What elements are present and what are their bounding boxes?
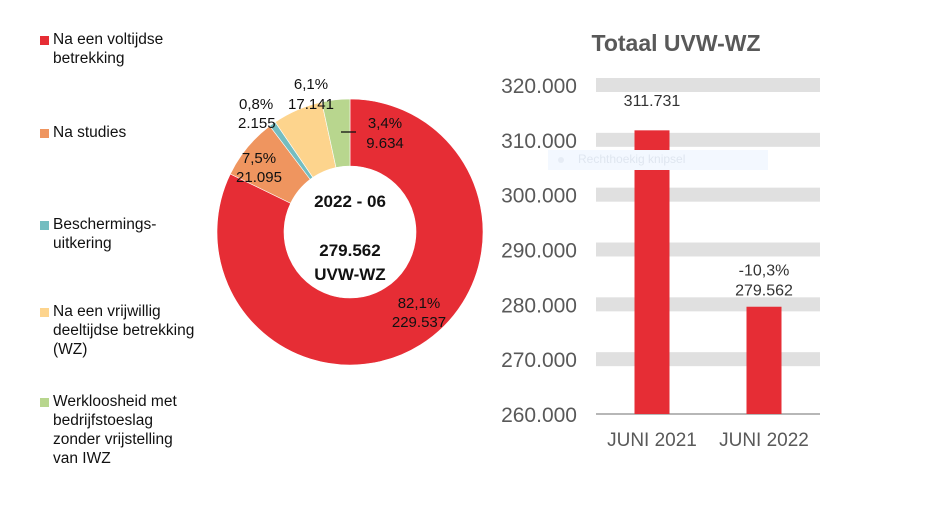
slice-percent-label: 82,1% — [398, 295, 441, 312]
legend-label-line: uitkering — [53, 235, 112, 252]
gridline — [596, 78, 820, 92]
legend-label-line: Na studies — [53, 124, 127, 141]
bar-chart-title: Totaal UVW-WZ — [591, 30, 761, 56]
slice-percent-label: 3,4% — [368, 115, 402, 132]
slice-value-label: 21.095 — [236, 169, 282, 186]
snipping-overlay: Rechthoekig knipsel — [548, 150, 768, 170]
y-tick-label: 320.000 — [501, 75, 577, 98]
gridline — [596, 132, 820, 147]
legend-label: Na een vrijwillig deeltijdse betrekking (W… — [53, 302, 194, 359]
y-tick-label: 270.000 — [501, 349, 577, 372]
slice-value-label: 2.155 — [238, 115, 276, 132]
y-tick-label: 300.000 — [501, 185, 577, 208]
x-tick-label: JUNI 2021 — [607, 430, 697, 451]
bar-value-label: 311.731 — [624, 93, 681, 110]
gridline — [596, 352, 820, 367]
dot-icon — [558, 157, 564, 163]
donut-center-unit: UVW-WZ — [314, 265, 385, 284]
bar-value-label: 279.562 — [735, 283, 793, 300]
y-tick-label: 280.000 — [501, 294, 577, 317]
legend-label: Na een voltijdse betrekking — [53, 30, 163, 68]
legend-label-line: Beschermings- — [53, 216, 157, 233]
legend-swatch — [40, 129, 49, 138]
slice-value-label: 17.141 — [288, 96, 334, 113]
legend-label-line: betrekking — [53, 50, 125, 67]
slice-percent-label: 7,5% — [242, 150, 276, 167]
legend-label: Beschermings-uitkering — [53, 215, 156, 253]
legend-label-line: van IWZ — [53, 450, 111, 467]
legend-label-line: zonder vrijstelling — [53, 431, 173, 448]
slice-value-label: 9.634 — [366, 135, 404, 152]
bar-change-label: -10,3% — [739, 263, 790, 280]
legend-label: Na studies — [53, 123, 126, 142]
legend-label-line: bedrijfstoeslag — [53, 412, 153, 429]
legend-label-line: Werkloosheid met — [53, 393, 177, 410]
donut-center-title: 2022 - 06 — [314, 192, 386, 211]
x-tick-label: JUNI 2022 — [719, 430, 809, 451]
y-tick-label: 290.000 — [501, 240, 577, 263]
legend-swatch — [40, 398, 49, 407]
gridline — [596, 187, 820, 202]
y-tick-label: 260.000 — [501, 404, 577, 427]
slice-percent-label: 6,1% — [294, 76, 328, 93]
slice-percent-label: 0,8% — [239, 96, 273, 113]
snipping-overlay-text: Rechthoekig knipsel — [578, 152, 686, 166]
legend-label-line: (WZ) — [53, 341, 88, 358]
bar — [746, 306, 782, 414]
donut-slice — [216, 98, 484, 366]
legend-label-line: deeltijdse betrekking — [53, 322, 195, 339]
legend-swatch — [40, 36, 49, 45]
slice-value-label: 229.537 — [392, 314, 446, 331]
legend-label-line: Na een voltijdse — [53, 31, 164, 48]
donut-slice — [321, 98, 351, 168]
legend-swatch — [40, 221, 49, 230]
gridline — [596, 242, 820, 257]
bar — [634, 130, 670, 415]
legend-label-line: Na een vrijwillig — [53, 303, 161, 320]
legend-label: Werkloosheid met bedrijfstoeslag zonder vr… — [53, 392, 177, 468]
legend-swatch — [40, 308, 49, 317]
donut-center-value: 279.562 — [319, 241, 380, 260]
y-tick-label: 310.000 — [501, 130, 577, 153]
